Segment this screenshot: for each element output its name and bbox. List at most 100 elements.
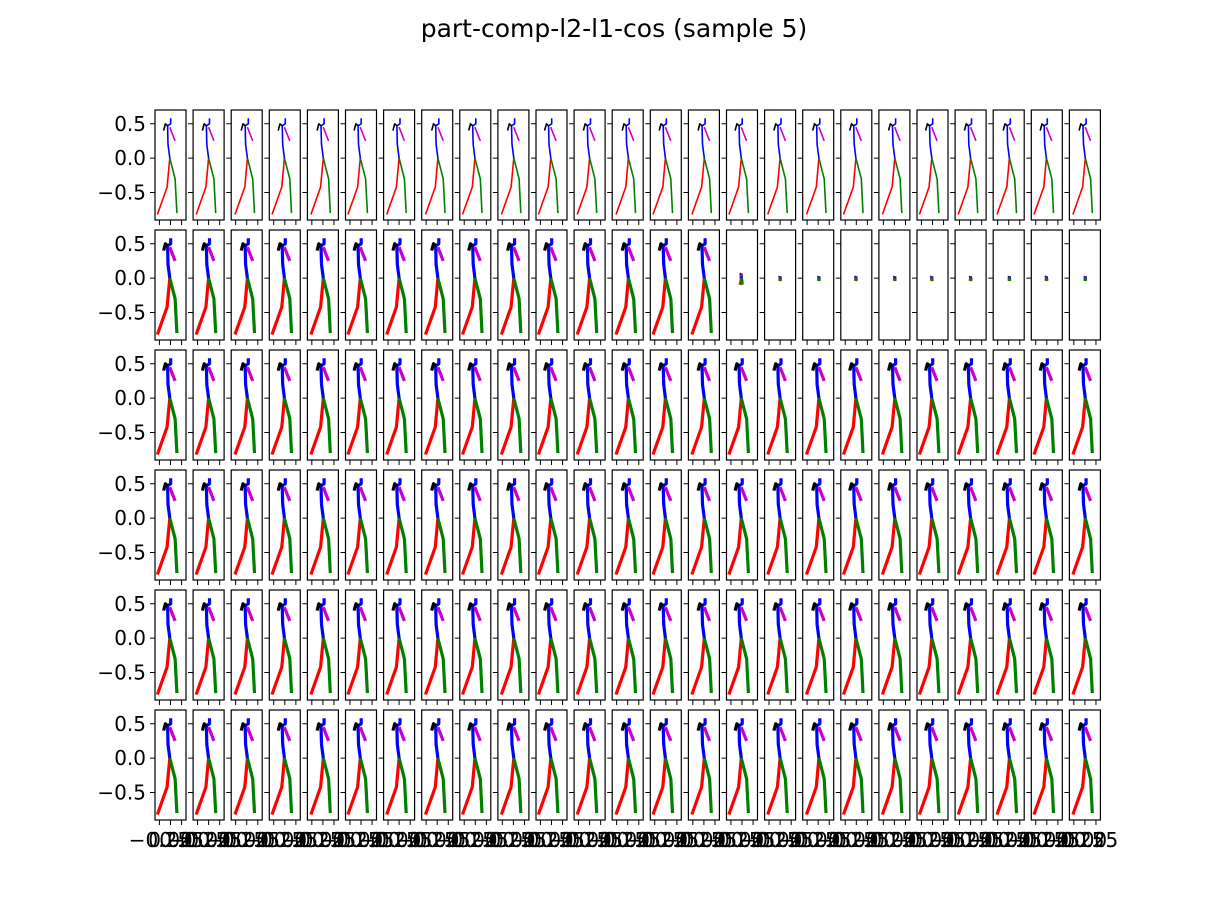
pose-leg-right [512, 637, 523, 694]
pose-leg-left [499, 397, 516, 456]
x-tick-label: 0.25 [617, 828, 662, 852]
subplot-r1-c2 [188, 109, 225, 225]
x-tick-label: 0.25 [426, 828, 471, 852]
pose-arm-right [168, 366, 177, 382]
pose-leg-right [245, 757, 257, 814]
y-tick-label: 0.0 [114, 386, 146, 410]
pose-arm-left [467, 482, 474, 492]
pose-arm-left [657, 482, 665, 492]
pose-leg-right [169, 157, 178, 214]
pose-arm-right [397, 486, 406, 502]
pose-leg-right [855, 157, 864, 214]
pose-arm-left [1038, 362, 1046, 372]
pose-leg-left [727, 397, 743, 456]
pose-arm-right [282, 246, 292, 262]
pose-leg-right [854, 757, 865, 814]
pose-arm-left [1077, 602, 1085, 611]
x-tick-label: 0.00 [377, 828, 422, 852]
pose-arm-right [893, 606, 902, 622]
subplot-r1-c15 [683, 109, 721, 225]
pose-arm-left [887, 482, 894, 491]
pose-arm-left [848, 482, 855, 492]
pose-leg-left [499, 637, 516, 696]
subplot-r2-c6 [340, 229, 378, 345]
subplot-r1-c11 [531, 109, 568, 225]
pose-arm-left [657, 602, 665, 612]
pose-arm-right [168, 486, 177, 502]
pose-arm-left [773, 123, 779, 131]
x-tick-label: −0.25 [357, 828, 418, 852]
pose-leg-right [436, 757, 447, 814]
pose-leg-left [766, 637, 782, 696]
pose-arm-right [1044, 366, 1054, 382]
x-tick-label: 0.00 [301, 828, 346, 852]
pose-arm-left [581, 242, 589, 252]
pose-leg-right [282, 397, 294, 454]
pose-arm-left [887, 123, 894, 131]
pose-arm-right [778, 366, 787, 382]
pose-leg-left [1033, 158, 1048, 215]
pose-leg-left [1071, 637, 1087, 696]
pose-arm-left [696, 242, 704, 251]
pose-leg-left [880, 637, 897, 696]
pose-leg-right [168, 277, 179, 334]
pose-leg-left [499, 517, 516, 576]
pose-leg-right [473, 517, 484, 574]
pose-leg-right [512, 517, 523, 574]
pose-leg-right [473, 637, 484, 694]
x-tick-label: 0.25 [388, 828, 433, 852]
pose-leg-left [194, 757, 211, 816]
pose-arm-right [778, 726, 787, 742]
pose-arm-right [321, 246, 331, 262]
pose-leg-right [1044, 517, 1056, 574]
pose-arm-right [664, 126, 672, 142]
y-tick-label: −0.5 [97, 661, 146, 685]
pose-leg-right [168, 757, 179, 814]
subplot-r2-c9 [454, 229, 492, 345]
pose-arm-right [168, 606, 177, 622]
pose-leg-right [550, 157, 559, 214]
pose-leg-right [358, 277, 369, 334]
pose-arm-right [663, 606, 673, 622]
x-tick-label: 0.25 [807, 828, 852, 852]
pose-arm-right [322, 126, 330, 142]
x-tick-label: 0.25 [998, 828, 1043, 852]
x-tick-label: 0.25 [693, 828, 738, 852]
pose-arm-right [703, 126, 711, 142]
pose-arm-left [467, 602, 474, 612]
pose-leg-left [385, 757, 401, 816]
pose-arm-right [282, 606, 292, 622]
pose-leg-left [1032, 757, 1048, 816]
pose-arm-left [1078, 123, 1084, 131]
pose-arm-right [930, 726, 939, 742]
pose-leg-right [702, 637, 713, 694]
pose-leg-right [1007, 757, 1019, 814]
pose-arm-right [969, 126, 977, 142]
subplot-r2-c7 [378, 229, 416, 345]
pose-arm-right [397, 606, 406, 622]
pose-arm-right [894, 126, 901, 142]
y-tick-label: −0.5 [97, 421, 146, 445]
pose-arm-left [277, 123, 283, 131]
pose-leg-right [549, 637, 560, 694]
pose-arm-right [321, 606, 331, 622]
pose-leg-right [397, 397, 408, 454]
pose-leg-left [917, 757, 934, 816]
pose-arm-right [359, 126, 367, 142]
subplot-frame [535, 109, 568, 221]
pose-arm-right [739, 726, 749, 742]
pose-leg-left [804, 757, 821, 816]
pose-arm-left [467, 362, 474, 372]
pose-arm-left [276, 722, 284, 732]
pose-arm-right [663, 486, 673, 502]
pose-leg-left [1072, 158, 1087, 215]
y-tick-label: 0.0 [114, 626, 146, 650]
pose-leg-left [346, 397, 362, 456]
x-tick-label: −0.25 [167, 828, 228, 852]
y-tick-label: 0.5 [114, 712, 146, 736]
pose-arm-right [702, 486, 712, 502]
pose-arm-left [430, 482, 437, 492]
pose-arm-left [543, 602, 550, 612]
pose-arm-right [855, 126, 863, 142]
pose-leg-right [282, 637, 294, 694]
